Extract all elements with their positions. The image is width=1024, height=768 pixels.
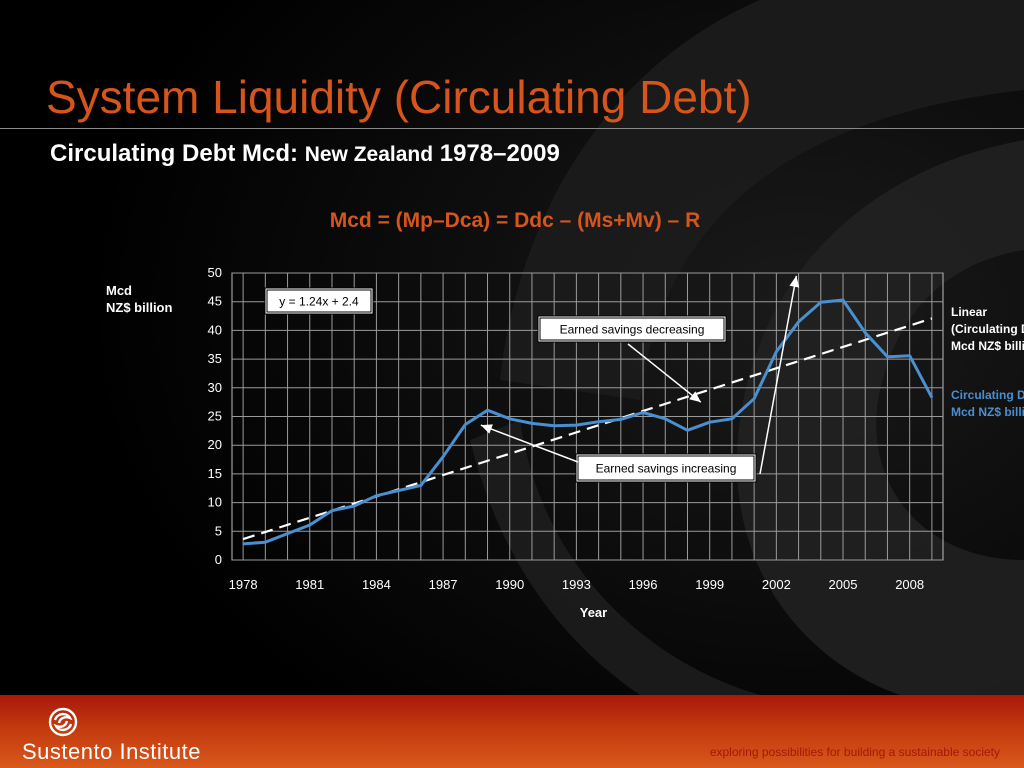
x-tick-label: 2002 bbox=[762, 577, 791, 592]
y-axis-label: Mcd NZ$ billion bbox=[106, 282, 172, 316]
callout-decreasing: Earned savings decreasing bbox=[537, 315, 727, 343]
x-tick-label: 1981 bbox=[295, 577, 324, 592]
legend-series-line-1: Circulating Debt bbox=[951, 388, 1024, 402]
arrow-increasing-left bbox=[480, 424, 579, 463]
legend-trendline-line-1: Linear bbox=[951, 305, 988, 319]
y-tick-label: 0 bbox=[215, 552, 222, 567]
y-tick-label: 5 bbox=[215, 523, 222, 538]
arrow-decreasing-head bbox=[689, 391, 701, 403]
annotations-group: y = 1.24x + 2.4 Earned savings decreasing… bbox=[264, 275, 800, 483]
series-group bbox=[242, 298, 934, 546]
x-axis-title: Year bbox=[580, 605, 607, 620]
arrow-increasing-right-head bbox=[789, 275, 800, 288]
x-tick-label: 2008 bbox=[895, 577, 924, 592]
footer-bar bbox=[0, 695, 1024, 768]
subtitle-part-b: New Zealand bbox=[304, 143, 434, 166]
footer-tagline: exploring possibilities for building a s… bbox=[709, 745, 1000, 759]
x-tick-label: 1987 bbox=[429, 577, 458, 592]
x-tick-label: 1996 bbox=[629, 577, 658, 592]
title-divider bbox=[0, 128, 1024, 129]
y-tick-label: 10 bbox=[208, 495, 222, 510]
sustento-emblem-icon bbox=[48, 707, 78, 737]
y-tick-label: 25 bbox=[208, 409, 222, 424]
legend-series: Circulating Debt Mcd NZ$ billion bbox=[951, 387, 1024, 421]
x-tick-label: 1978 bbox=[229, 577, 258, 592]
y-tick-label: 15 bbox=[208, 466, 222, 481]
slide-subtitle: Circulating Debt Mcd: New Zealand 1978–2… bbox=[50, 139, 560, 170]
footer-logo-text: Sustento Institute bbox=[22, 739, 201, 764]
callout-increasing-border bbox=[577, 455, 755, 481]
y-tick-label: 40 bbox=[208, 322, 222, 337]
y-tick-label: 45 bbox=[208, 294, 222, 309]
legend-trendline-line-3: Mcd NZ$ billion) bbox=[951, 339, 1024, 353]
y-tick-label: 35 bbox=[208, 351, 222, 366]
y-tick-label: 20 bbox=[208, 437, 222, 452]
callout-decreasing-text: Earned savings decreasing bbox=[560, 323, 705, 337]
callout-increasing: Earned savings increasing bbox=[575, 453, 757, 483]
subtitle-part-c: 1978–2009 bbox=[439, 140, 560, 167]
y-tick-label: 50 bbox=[208, 265, 222, 280]
arrow-decreasing bbox=[627, 343, 702, 403]
x-tick-label: 1999 bbox=[695, 577, 724, 592]
arrow-increasing-left-head bbox=[480, 424, 493, 434]
legend-trendline: Linear (Circulating Debt Mcd NZ$ billion… bbox=[951, 304, 1024, 355]
x-tick-label: 1990 bbox=[495, 577, 524, 592]
callout-increasing-text: Earned savings increasing bbox=[596, 462, 737, 476]
callout-decreasing-border bbox=[539, 317, 725, 341]
trendline bbox=[242, 317, 933, 541]
callout-increasing-box bbox=[575, 453, 757, 483]
x-tick-label: 1993 bbox=[562, 577, 591, 592]
slide-title: System Liquidity (Circulating Debt) bbox=[46, 71, 752, 123]
equation-annotation-box bbox=[264, 287, 374, 315]
series-line-circulating-debt bbox=[242, 298, 934, 546]
y-tick-label: 30 bbox=[208, 380, 222, 395]
trendline-group bbox=[242, 317, 933, 541]
y-axis-label-line-2: NZ$ billion bbox=[106, 300, 173, 315]
chart-axes: 0 5 10 15 20 25 30 35 40 45 50 1978 1981 1984 1987 1990… bbox=[208, 265, 925, 620]
callout-decreasing-box bbox=[537, 315, 727, 343]
equation-annotation-text: y = 1.24x + 2.4 bbox=[279, 295, 359, 309]
subtitle-part-a: Circulating Debt Mcd: bbox=[50, 140, 299, 167]
formula-heading: Mcd = (Mp–Dca) = Ddc – (Ms+Mv) – R bbox=[329, 209, 701, 232]
y-axis-label-line-1: Mcd bbox=[106, 283, 132, 298]
x-tick-label: 1984 bbox=[362, 577, 391, 592]
equation-annotation-border bbox=[266, 289, 372, 313]
legend-trendline-line-2: (Circulating Debt bbox=[951, 322, 1024, 336]
arrow-increasing-right bbox=[759, 275, 798, 475]
x-tick-label: 2005 bbox=[829, 577, 858, 592]
equation-annotation: y = 1.24x + 2.4 bbox=[264, 287, 374, 315]
legend-series-line-2: Mcd NZ$ billion bbox=[951, 405, 1024, 419]
